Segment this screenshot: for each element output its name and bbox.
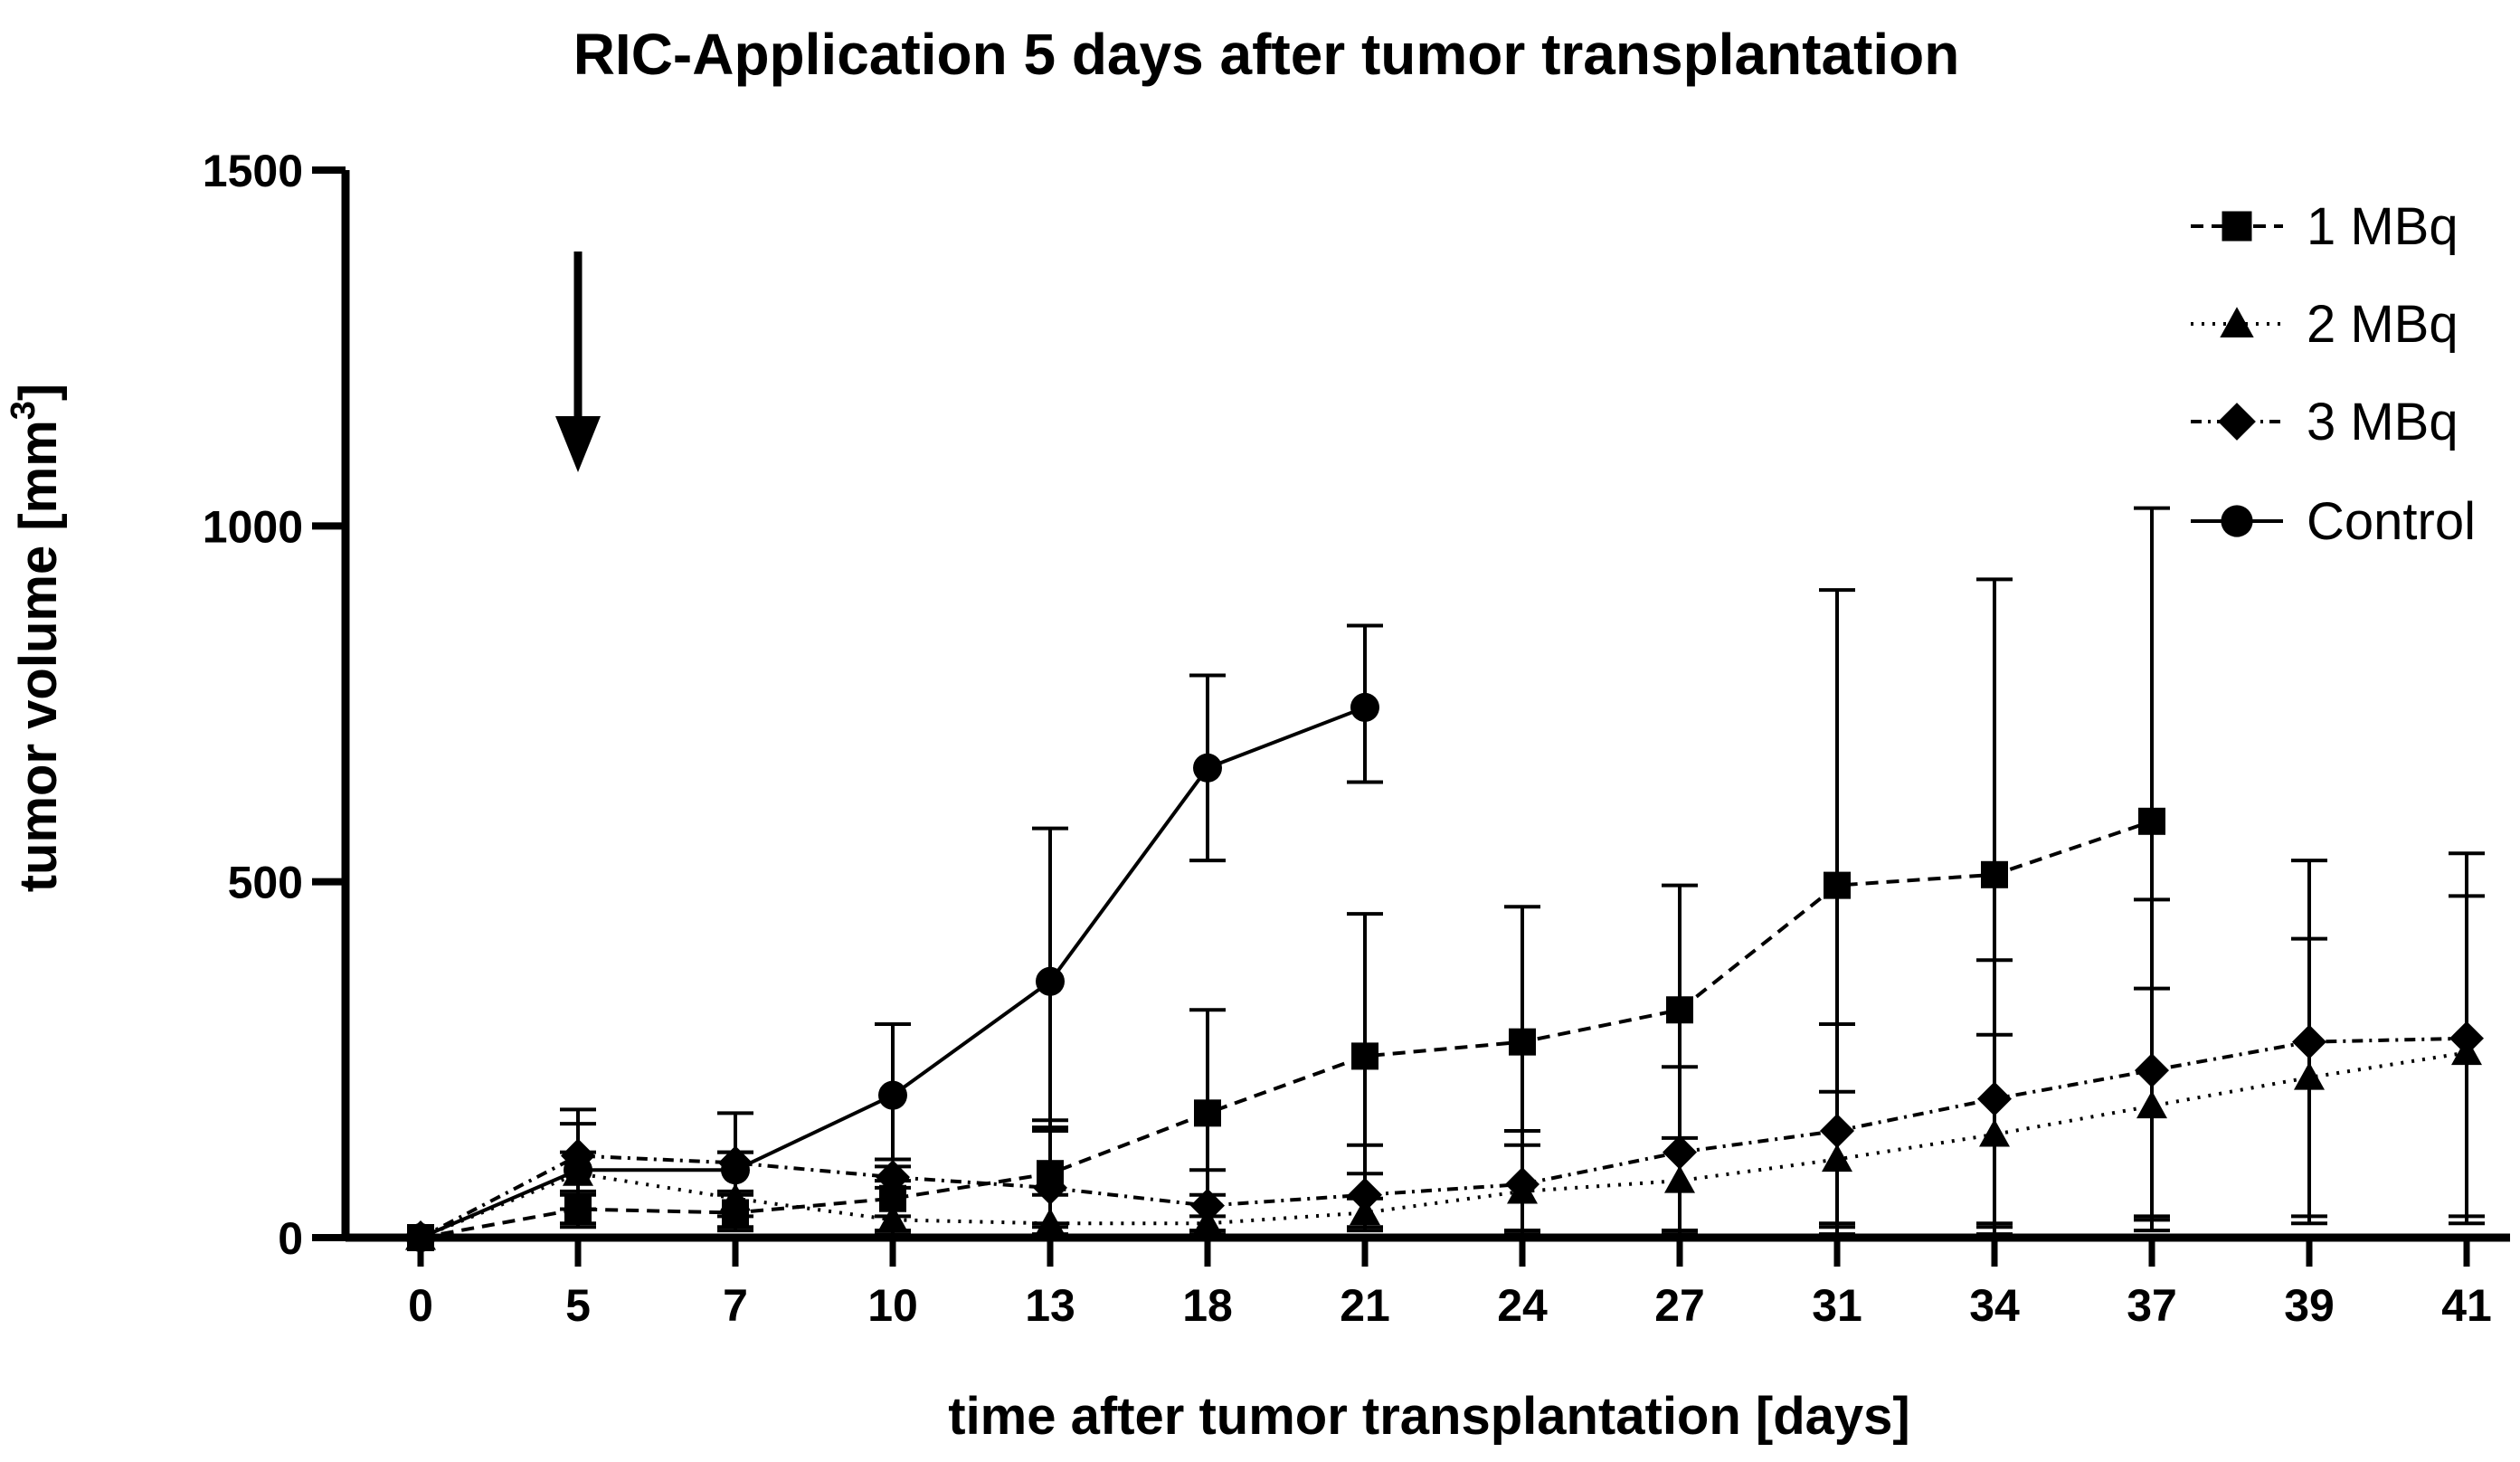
data-point (1820, 1114, 1854, 1148)
y-tick-label: 1000 (203, 501, 303, 552)
x-tick-label: 10 (867, 1280, 918, 1331)
chart-title: RIC-Application 5 days after tumor trans… (573, 22, 1960, 87)
x-tick-label: 24 (1497, 1280, 1548, 1331)
legend-label: Control (2307, 492, 2476, 551)
data-point (1194, 1099, 1221, 1127)
application-arrow-head (555, 416, 601, 472)
legend-label: 3 MBq (2307, 393, 2458, 451)
data-point (1351, 1042, 1378, 1070)
series-line (420, 1036, 2468, 1239)
data-point (1190, 1188, 1225, 1223)
data-point (1981, 860, 2008, 888)
data-point (2449, 1021, 2484, 1056)
data-point (1348, 1177, 1382, 1212)
data-point (2292, 1024, 2326, 1059)
legend-item: 1 MBq (2191, 197, 2458, 256)
data-point (2138, 807, 2165, 835)
legend-label: 2 MBq (2307, 295, 2458, 354)
x-tick-label: 34 (1969, 1280, 2020, 1331)
data-point (1350, 692, 1379, 722)
data-point (406, 1223, 435, 1252)
x-tick-label: 27 (1654, 1280, 1705, 1331)
x-tick-label: 21 (1340, 1280, 1390, 1331)
y-axis-label: tumor volume [mm3] (5, 384, 68, 893)
legend-marker (2221, 505, 2253, 537)
x-tick-label: 31 (1812, 1280, 1862, 1331)
x-tick-label: 7 (723, 1280, 748, 1331)
series-line (420, 819, 2153, 1239)
data-point (1666, 996, 1693, 1024)
legend: 1 MBq 2 MBq 3 MBq Control (2191, 197, 2476, 551)
data-point (2135, 1053, 2169, 1088)
x-tick-label: 5 (565, 1280, 591, 1331)
x-tick-label: 0 (408, 1280, 433, 1331)
series-layer (403, 506, 2485, 1255)
x-tick-label: 18 (1182, 1280, 1233, 1331)
data-point (1036, 966, 1065, 996)
data-point (1663, 1134, 1697, 1170)
legend-marker (2220, 307, 2254, 337)
y-tick-label: 0 (278, 1213, 303, 1264)
series-2-mbq (405, 894, 2485, 1250)
legend-item: Control (2191, 492, 2476, 551)
data-point (876, 1160, 910, 1195)
x-tick-label: 37 (2127, 1280, 2177, 1331)
data-point (564, 1155, 592, 1185)
legend-label: 1 MBq (2307, 197, 2458, 256)
data-point (1193, 753, 1222, 783)
data-point (1509, 1028, 1536, 1056)
data-point (721, 1155, 750, 1185)
data-point (878, 1080, 907, 1110)
data-point (1824, 871, 1851, 899)
x-tick-label: 41 (2441, 1280, 2492, 1331)
legend-item: 2 MBq (2191, 295, 2458, 354)
legend-item: 3 MBq (2191, 393, 2458, 451)
data-point (1977, 1081, 2012, 1116)
series-control (406, 623, 1383, 1252)
x-tick-label: 39 (2284, 1280, 2335, 1331)
data-point (1505, 1167, 1539, 1201)
x-tick-label: 13 (1025, 1280, 1075, 1331)
data-point (877, 1204, 908, 1232)
y-tick-label: 500 (228, 858, 303, 908)
x-axis-label: time after tumor transplantation [days] (948, 1387, 1909, 1446)
series-3-mbq (403, 851, 2485, 1255)
y-tick-label: 1500 (203, 146, 303, 196)
axes-layer: 0 500 1000 1500 0 5 7 10 13 18 21 24 27 31 34 37 39 41 (203, 146, 2510, 1331)
legend-marker (2218, 403, 2256, 441)
data-point (1033, 1170, 1067, 1205)
series-1-mbq (407, 506, 2170, 1251)
legend-marker (2222, 211, 2252, 242)
